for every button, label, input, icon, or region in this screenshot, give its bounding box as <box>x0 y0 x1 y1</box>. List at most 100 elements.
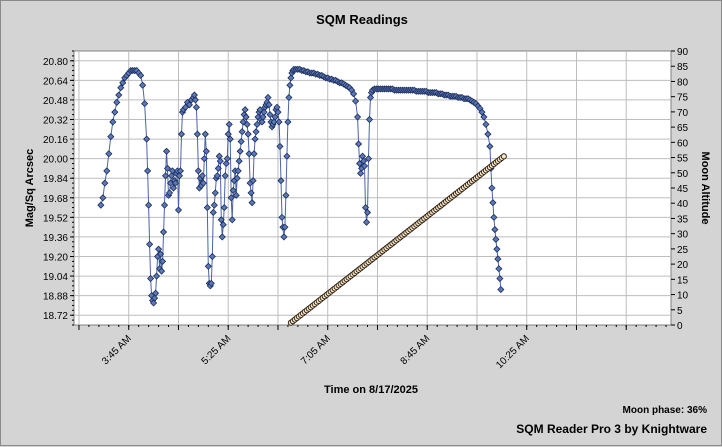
sqm-point <box>354 113 362 121</box>
chart-title: SQM Readings <box>316 12 408 27</box>
y2-tick-label: 80 <box>677 77 689 88</box>
x-tick-label: 3:45 AM <box>100 333 134 367</box>
sqm-point <box>494 255 502 263</box>
sqm-point <box>145 201 153 209</box>
y2-tick-label: 25 <box>677 245 689 256</box>
sqm-point <box>152 289 160 297</box>
sqm-point <box>176 167 185 175</box>
sqm-point <box>237 137 245 146</box>
sqm-point <box>115 91 123 99</box>
sqm-point <box>232 191 240 199</box>
sqm-point <box>105 150 113 158</box>
sqm-point <box>260 108 268 116</box>
sqm-point <box>285 93 293 102</box>
sqm-point <box>101 179 109 187</box>
sqm-point <box>143 135 151 143</box>
y-axis-label: Mag/Sq Arcsec <box>24 149 36 227</box>
sqm-point <box>177 130 186 138</box>
sqm-point <box>221 172 229 180</box>
sqm-point <box>228 216 236 224</box>
sqm-point <box>216 157 224 165</box>
sqm-point <box>213 172 221 180</box>
y2-tick-label: 65 <box>677 123 689 134</box>
sqm-point <box>162 147 171 155</box>
sqm-point <box>226 135 234 143</box>
sqm-point <box>220 204 228 212</box>
sqm-point <box>223 155 231 163</box>
sqm-point <box>495 265 503 273</box>
sqm-point <box>363 208 372 217</box>
sqm-point <box>147 274 155 283</box>
sqm-point <box>489 199 497 207</box>
sqm-point <box>141 100 149 108</box>
sqm-point <box>482 120 490 128</box>
y-tick-label: 20.16 <box>43 135 68 146</box>
sqm-point <box>497 285 505 294</box>
y2-tick-label: 90 <box>677 47 689 58</box>
sqm-point <box>490 213 498 221</box>
sqm-point <box>258 118 266 126</box>
sqm-point <box>234 167 242 175</box>
sqm-point <box>271 113 279 121</box>
y2-tick-label: 10 <box>677 291 689 302</box>
sqm-point <box>492 235 500 243</box>
sqm-point <box>364 155 373 163</box>
sqm-point <box>264 93 272 102</box>
y-tick-label: 18.88 <box>43 292 68 303</box>
y2-tick-label: 35 <box>677 214 689 225</box>
y-tick-label: 20.00 <box>43 155 68 166</box>
sqm-point <box>350 90 358 98</box>
sqm-point <box>282 191 290 199</box>
sqm-point <box>225 120 233 128</box>
y2-tick-label: 0 <box>677 321 683 332</box>
sqm-point <box>163 164 172 172</box>
y-tick-label: 19.52 <box>43 213 68 224</box>
sqm-point <box>199 179 207 187</box>
sqm-point <box>167 172 176 180</box>
sqm-point <box>266 111 274 119</box>
sqm-point <box>233 174 241 182</box>
sqm-point <box>159 228 168 236</box>
sqm-point <box>155 245 163 253</box>
sqm-point <box>169 184 178 192</box>
y2-tick-label: 45 <box>677 184 689 195</box>
y-tick-label: 19.68 <box>43 194 68 205</box>
sqm-point <box>247 189 255 197</box>
sqm-point <box>103 167 111 175</box>
sqm-point <box>165 189 174 197</box>
moon-point <box>500 153 507 160</box>
y2-tick-label: 5 <box>677 306 683 317</box>
sqm-point <box>201 130 209 138</box>
sqm-point <box>281 223 289 231</box>
y2-axis-label: Moon Altitude <box>699 152 711 225</box>
sqm-point <box>242 113 250 121</box>
y2-tick-label: 75 <box>677 93 689 104</box>
y2-tick-label: 20 <box>677 260 689 271</box>
sqm-point <box>185 101 193 109</box>
sqm-point <box>352 97 360 105</box>
sqm-point <box>210 201 218 209</box>
sqm-point <box>244 130 252 138</box>
sqm-point <box>362 218 371 226</box>
sqm-point <box>150 299 158 307</box>
sqm-point <box>194 167 202 175</box>
sqm-point <box>146 240 154 248</box>
credit-text: SQM Reader Pro 3 by Knightware <box>516 422 707 436</box>
x-tick-label: 5:25 AM <box>200 333 234 367</box>
sqm-point <box>208 252 216 261</box>
y-tick-label: 19.04 <box>43 272 68 283</box>
sqm-point <box>238 128 246 136</box>
sqm-point <box>160 201 169 209</box>
sqm-point <box>356 169 365 177</box>
grid-lines <box>74 51 671 325</box>
sqm-point <box>217 216 225 224</box>
sqm-point <box>249 177 257 185</box>
sqm-point <box>174 206 183 214</box>
x-tick-label: 10:25 AM <box>494 333 532 371</box>
sqm-point <box>365 115 374 124</box>
sqm-point <box>493 245 501 253</box>
sqm-point <box>119 79 127 87</box>
sqm-point <box>219 221 227 229</box>
sqm-point <box>191 96 199 104</box>
